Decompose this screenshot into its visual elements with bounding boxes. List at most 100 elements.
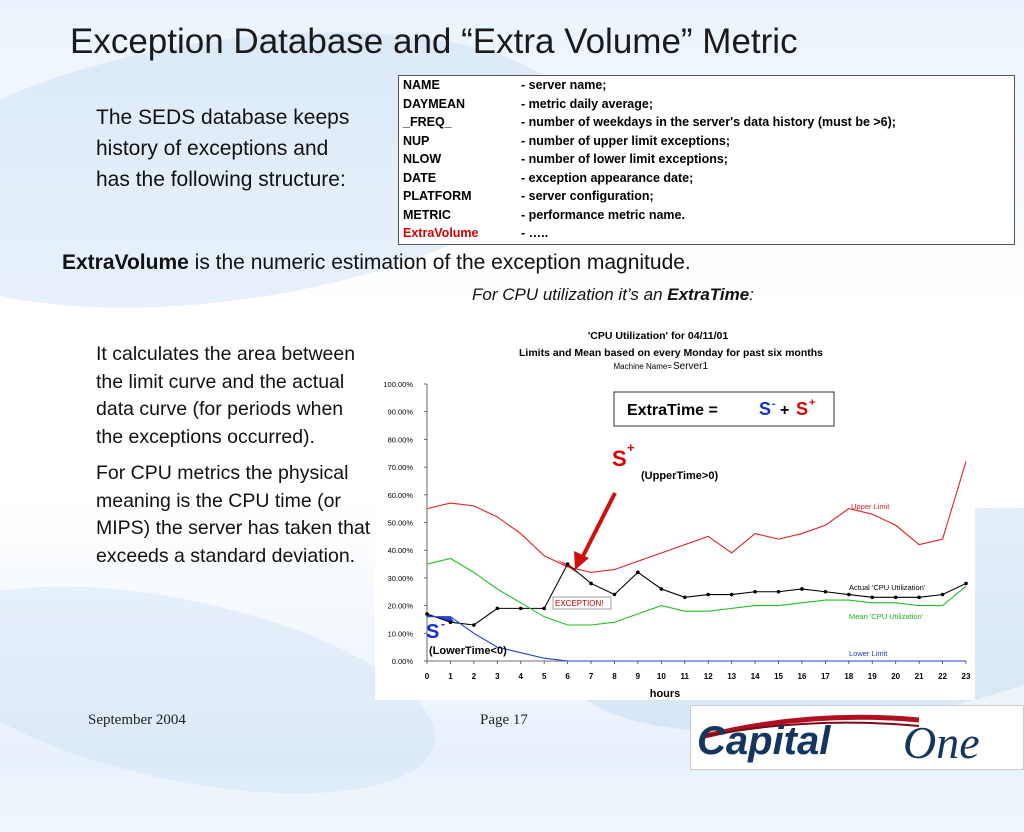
logo-text-capital: Capital [697, 719, 831, 763]
logo-text-one: One [903, 717, 980, 768]
structure-key: DATE [403, 170, 437, 185]
x-tick-label: 10 [657, 672, 666, 681]
mean-utilization-line [426, 557, 967, 626]
formula-plus: + [780, 402, 789, 419]
actual-data-point [495, 606, 500, 611]
x-tick-label: 14 [751, 672, 760, 681]
cpu-note-term: ExtraTime [667, 285, 750, 304]
x-tick-label: 17 [821, 672, 830, 681]
capital-one-logo: Capital One [690, 705, 1024, 770]
x-tick-label: 23 [962, 672, 971, 681]
x-tick-label: 13 [727, 672, 736, 681]
actual-data-point [847, 592, 851, 597]
actual-data-point [612, 592, 617, 597]
actual-data-point [940, 592, 945, 597]
exception-label: EXCEPTION! [555, 599, 603, 608]
s-minus-superscript: - [772, 398, 776, 410]
structure-table: NAME - server name; DAYMEAN - metric dai… [398, 75, 1015, 245]
mean-series-label: Mean 'CPU Utilization' [849, 612, 924, 621]
upper-time-label: (UpperTime>0) [641, 470, 718, 482]
s-plus-callout: S [612, 446, 627, 471]
y-tick-label: 90.00% [388, 408, 414, 417]
structure-key: NUP [403, 133, 430, 148]
x-tick-label: 22 [938, 672, 947, 681]
upper-limit-label: Upper Limit [851, 502, 890, 511]
extravolume-definition: is the numeric estimation of the excepti… [188, 251, 691, 274]
structure-desc: - metric daily average; [521, 96, 654, 111]
y-tick-label: 40.00% [388, 546, 414, 555]
calculation-text: It calculates the area between the limit… [96, 341, 371, 579]
structure-desc: - server name; [521, 78, 607, 92]
structure-desc: - number of weekdays in the server's dat… [521, 115, 896, 129]
meaning-paragraph: For CPU metrics the physical meaning is … [96, 462, 371, 567]
x-tick-label: 5 [542, 672, 547, 681]
exception-box [552, 596, 612, 610]
actual-data-point [729, 592, 734, 597]
x-tick-label: 7 [589, 672, 594, 681]
s-minus-callout-sup: - [441, 617, 445, 631]
calculation-paragraph: It calculates the area between the limit… [96, 343, 356, 448]
actual-data-point [472, 623, 476, 627]
actual-data-point [823, 589, 828, 594]
s-plus-symbol: S [796, 399, 808, 419]
structure-key: NLOW [403, 152, 442, 166]
actual-data-point [706, 592, 711, 597]
x-tick-label: 9 [636, 672, 641, 681]
x-tick-label: 4 [519, 672, 524, 681]
x-tick-label: 15 [774, 672, 783, 681]
actual-data-point [917, 595, 921, 600]
actual-data-point [518, 606, 523, 611]
structure-key: _FREQ_ [403, 115, 452, 129]
actual-data-point [776, 589, 781, 594]
footer-page-number: Page 17 [480, 712, 528, 728]
cpu-note: For CPU utilization it’s an ExtraTime: [472, 285, 754, 305]
extravolume-statement: ExtraVolume is the numeric estimation of… [62, 251, 691, 275]
x-tick-label: 19 [868, 672, 877, 681]
structure-desc: - ….. [521, 226, 549, 240]
structure-key: DAYMEAN [403, 96, 466, 111]
structure-key: NAME [403, 78, 440, 92]
footer-date: September 2004 [88, 712, 186, 728]
y-tick-label: 100.00% [383, 380, 413, 389]
x-tick-label: 16 [798, 672, 807, 681]
s-minus-symbol: S [759, 399, 771, 419]
y-tick-label: 70.00% [388, 463, 414, 472]
x-tick-label: 20 [891, 672, 900, 681]
y-tick-label: 60.00% [388, 491, 414, 500]
chart-plot-area: 0.00% 10.00% 20.00% 30.00% 40.00% 50.00% 60.00… [383, 380, 971, 681]
x-tick-label: 1 [448, 672, 453, 681]
upper-limit-line [426, 461, 967, 573]
actual-data-point [800, 587, 804, 591]
cpu-note-prefix: For CPU utilization it’s an [472, 285, 668, 304]
machine-name: Server1 [673, 361, 708, 372]
actual-data-point [565, 562, 570, 566]
intro-text: The SEDS database keeps history of excep… [96, 106, 350, 191]
y-tick-label: 0.00% [392, 657, 414, 666]
structure-key-highlight: ExtraVolume [403, 226, 479, 240]
y-tick-label: 10.00% [388, 629, 414, 638]
structure-desc: - performance metric name. [521, 207, 685, 222]
actual-data-point [753, 589, 757, 594]
lower-time-label: (LowerTime<0) [429, 645, 507, 657]
actual-data-point [659, 587, 664, 591]
actual-data-point [425, 612, 429, 616]
actual-data-point [893, 595, 898, 600]
lower-limit-line [427, 616, 966, 662]
chart-title: 'CPU Utilization' for 04/11/01 [588, 330, 729, 342]
machine-label: Machine Name= [614, 362, 673, 371]
chart-subtitle: Limits and Mean based on every Monday fo… [519, 347, 823, 359]
actual-data-point [448, 620, 453, 625]
callout-arrow-head [574, 551, 589, 570]
structure-desc: - exception appearance date; [521, 170, 694, 185]
x-tick-label: 11 [681, 672, 690, 681]
y-tick-label: 50.00% [388, 519, 414, 528]
structure-desc: - number of lower limit exceptions; [521, 152, 728, 166]
x-tick-label: 0 [425, 672, 430, 681]
formula-box [613, 391, 835, 427]
actual-data-point [682, 595, 687, 600]
formula-text: ExtraTime = [627, 402, 718, 419]
x-tick-label: 6 [565, 672, 570, 681]
y-tick-label: 80.00% [388, 435, 414, 444]
s-plus-superscript: + [809, 397, 815, 409]
actual-utilization-line [426, 563, 967, 626]
